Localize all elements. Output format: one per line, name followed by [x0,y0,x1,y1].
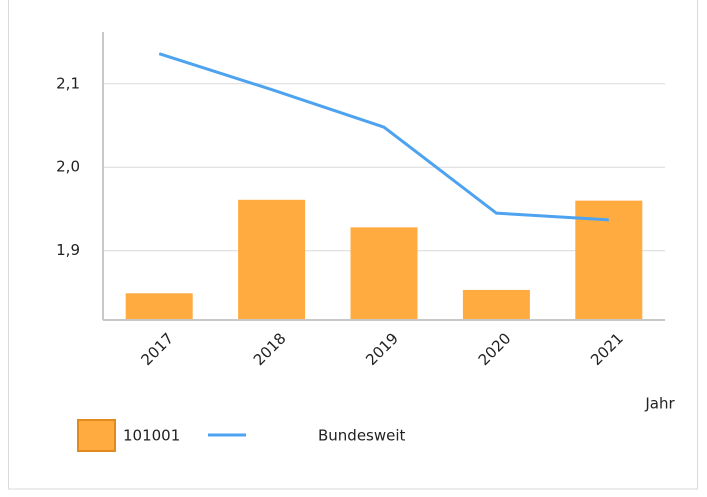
legend-swatch [77,419,116,452]
bar [575,200,643,320]
line-series [158,52,609,222]
bar [238,199,306,320]
x-tick-label: 2020 [475,329,515,369]
y-tick-label: 1,9 [56,241,80,259]
x-tick-label: 2018 [250,329,290,369]
bar [350,227,418,320]
x-tick-label: 2017 [137,329,177,369]
y-tick-label: 2,1 [56,74,80,92]
x-tick-label: 2021 [587,329,627,369]
x-tick-label: 2019 [362,329,402,369]
legend-label: 101001 [123,427,180,445]
y-tick-label: 2,0 [56,158,80,176]
bar [462,289,530,320]
x-axis-label: Jahr [644,395,675,413]
bar [125,293,193,320]
chart-frame [8,0,698,490]
legend-label: Bundesweit [318,427,406,445]
